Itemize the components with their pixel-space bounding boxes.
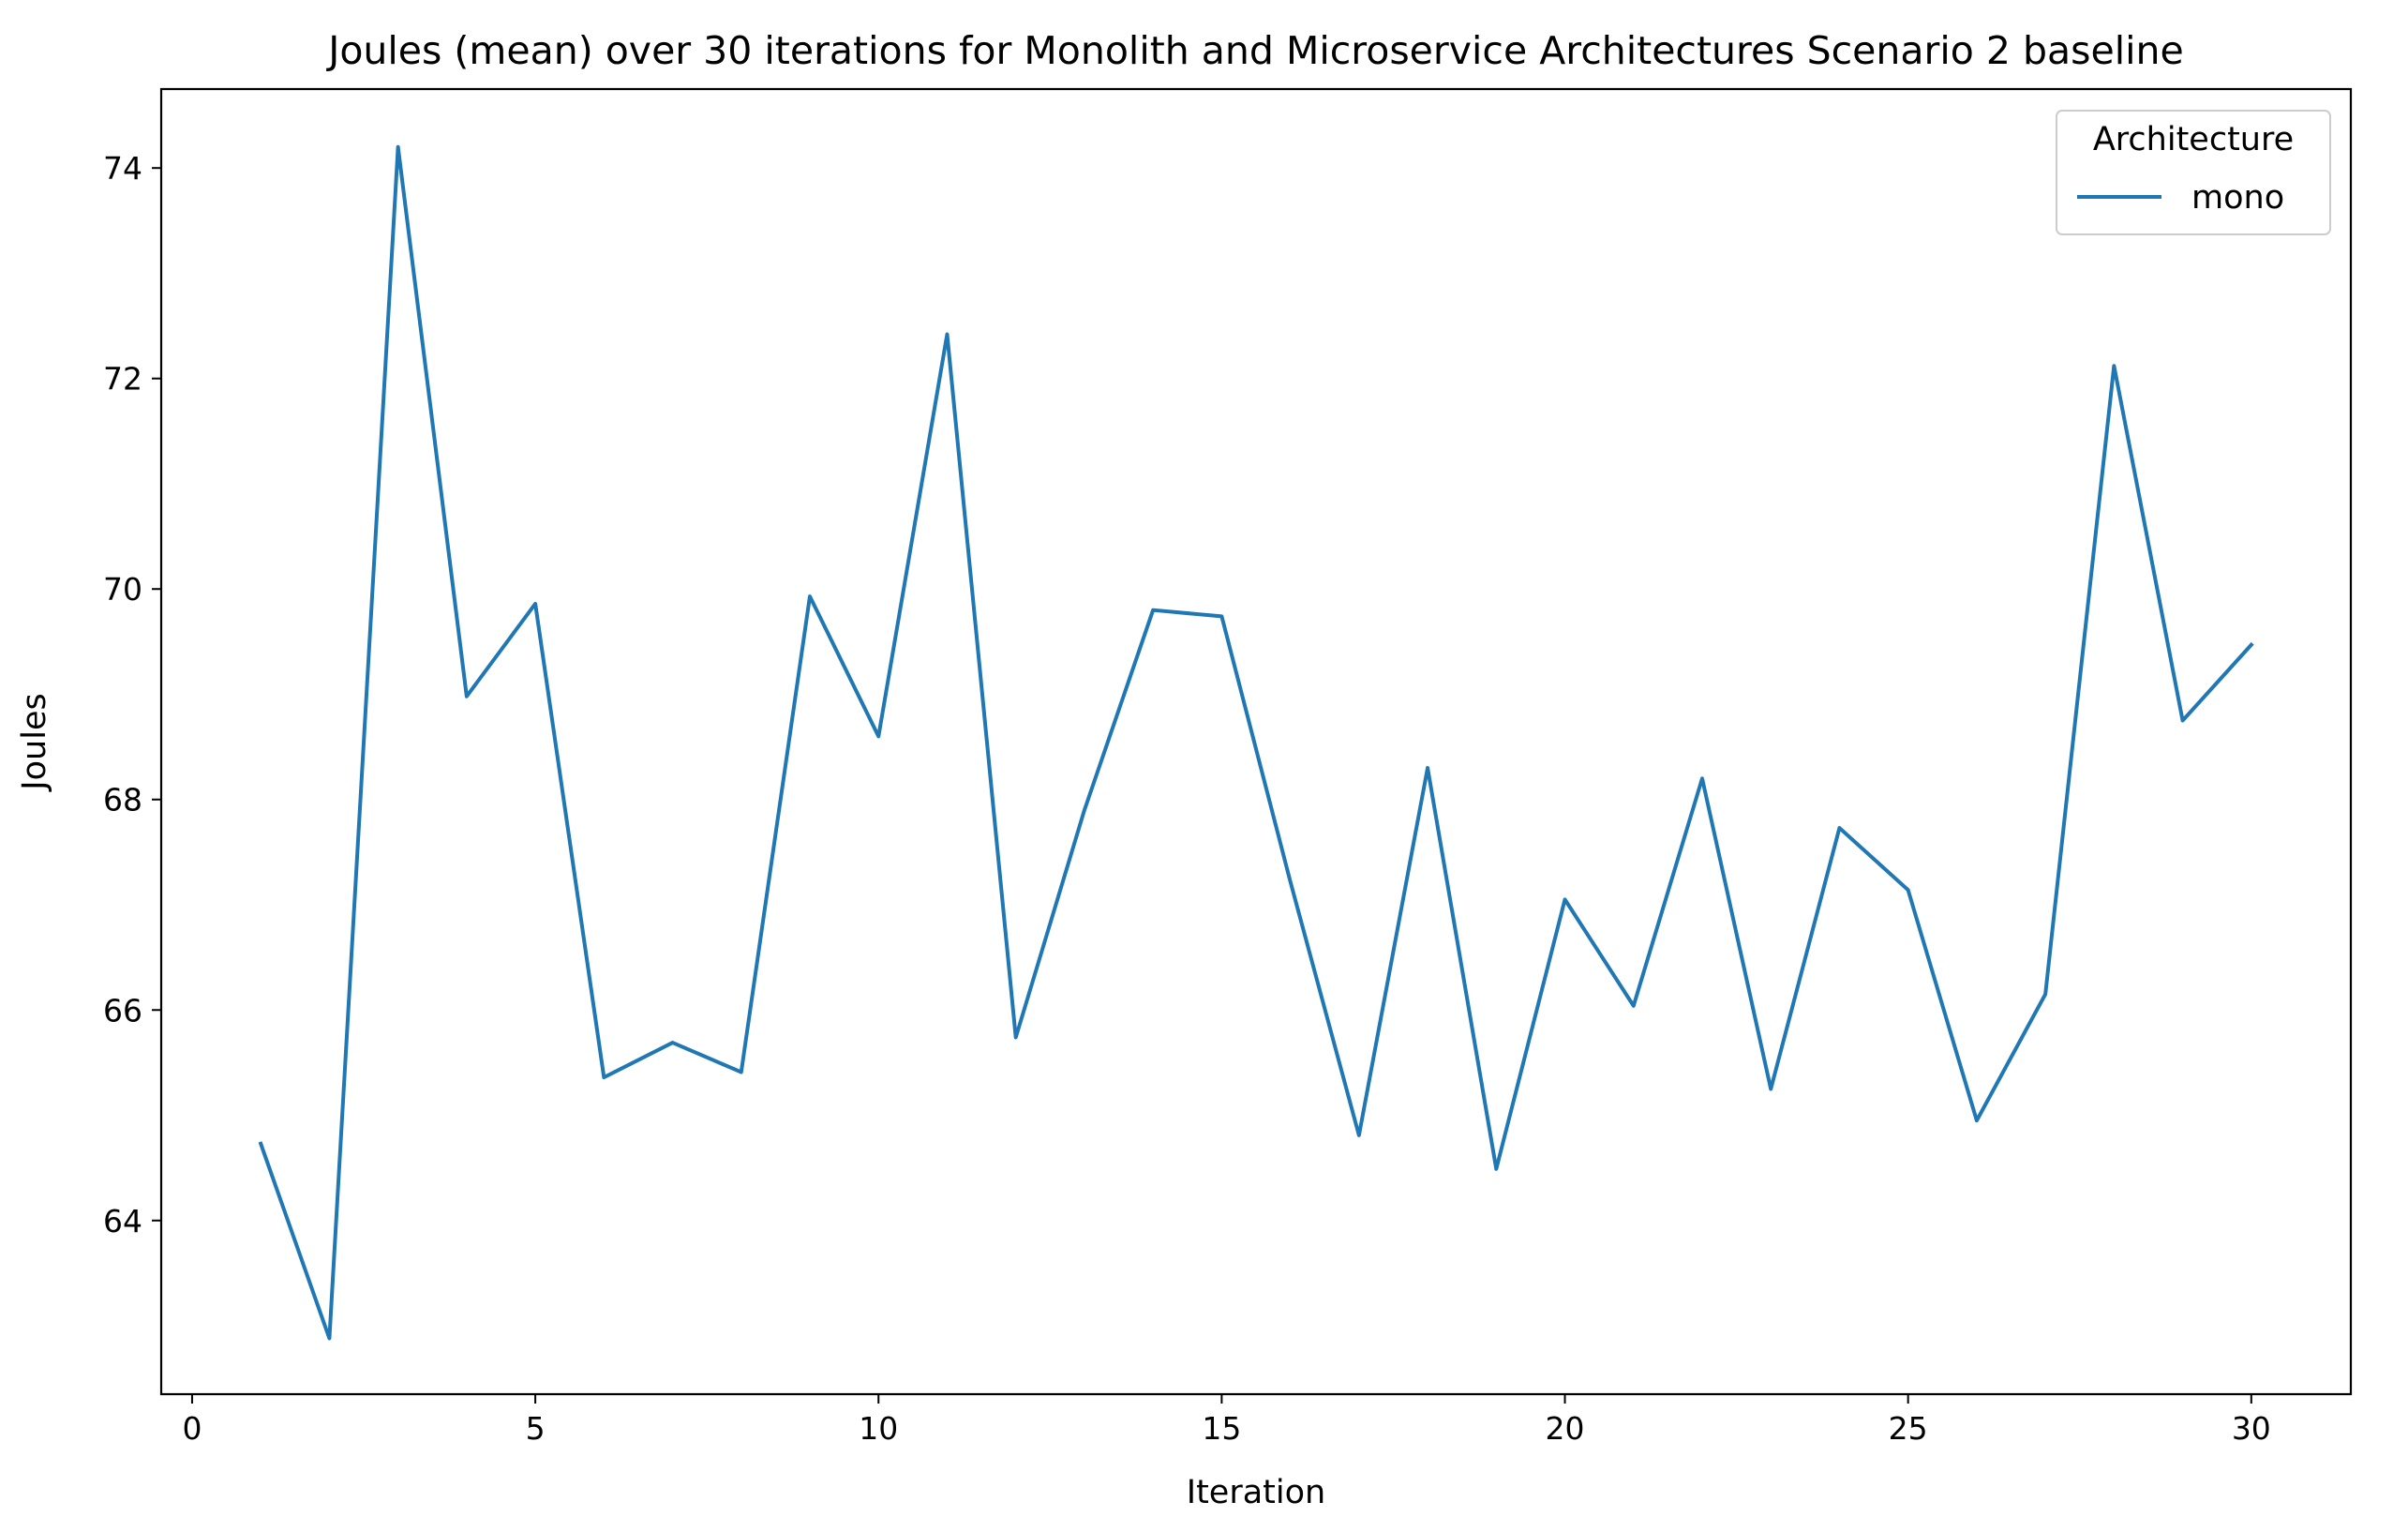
x-tick-label: 30 — [2232, 1410, 2271, 1447]
legend-entries: mono — [2077, 179, 2284, 217]
y-axis-label: Joules — [16, 693, 53, 791]
x-tick-label: 25 — [1889, 1410, 1928, 1447]
legend: Architecture mono — [2056, 110, 2331, 235]
y-tick-label: 66 — [103, 992, 142, 1029]
y-tick-label: 72 — [103, 361, 142, 398]
y-tick-label: 64 — [103, 1203, 142, 1239]
legend-title: Architecture — [2093, 121, 2294, 158]
y-tick-label: 70 — [103, 571, 142, 608]
plot-area — [159, 87, 2353, 1396]
x-tick-label: 10 — [859, 1410, 898, 1447]
y-axis: 64 66 68 70 72 74 — [103, 150, 161, 1239]
y-tick-label: 74 — [103, 150, 142, 187]
series-line-mono — [258, 144, 2254, 1341]
x-axis: 0 5 10 15 20 25 30 — [182, 1394, 2271, 1447]
y-tick-label: 68 — [103, 782, 142, 819]
chart-title: Joules (mean) over 30 iterations for Mon… — [325, 28, 2183, 73]
legend-box — [2056, 110, 2331, 235]
x-tick-label: 20 — [1546, 1410, 1585, 1447]
x-tick-label: 15 — [1202, 1410, 1241, 1447]
series-layer — [258, 144, 2254, 1341]
legend-label-mono: mono — [2191, 179, 2284, 217]
x-tick-label: 0 — [182, 1410, 202, 1447]
x-axis-label: Iteration — [1187, 1474, 1325, 1511]
x-tick-label: 5 — [526, 1410, 546, 1447]
axes-frame — [159, 87, 2353, 1396]
